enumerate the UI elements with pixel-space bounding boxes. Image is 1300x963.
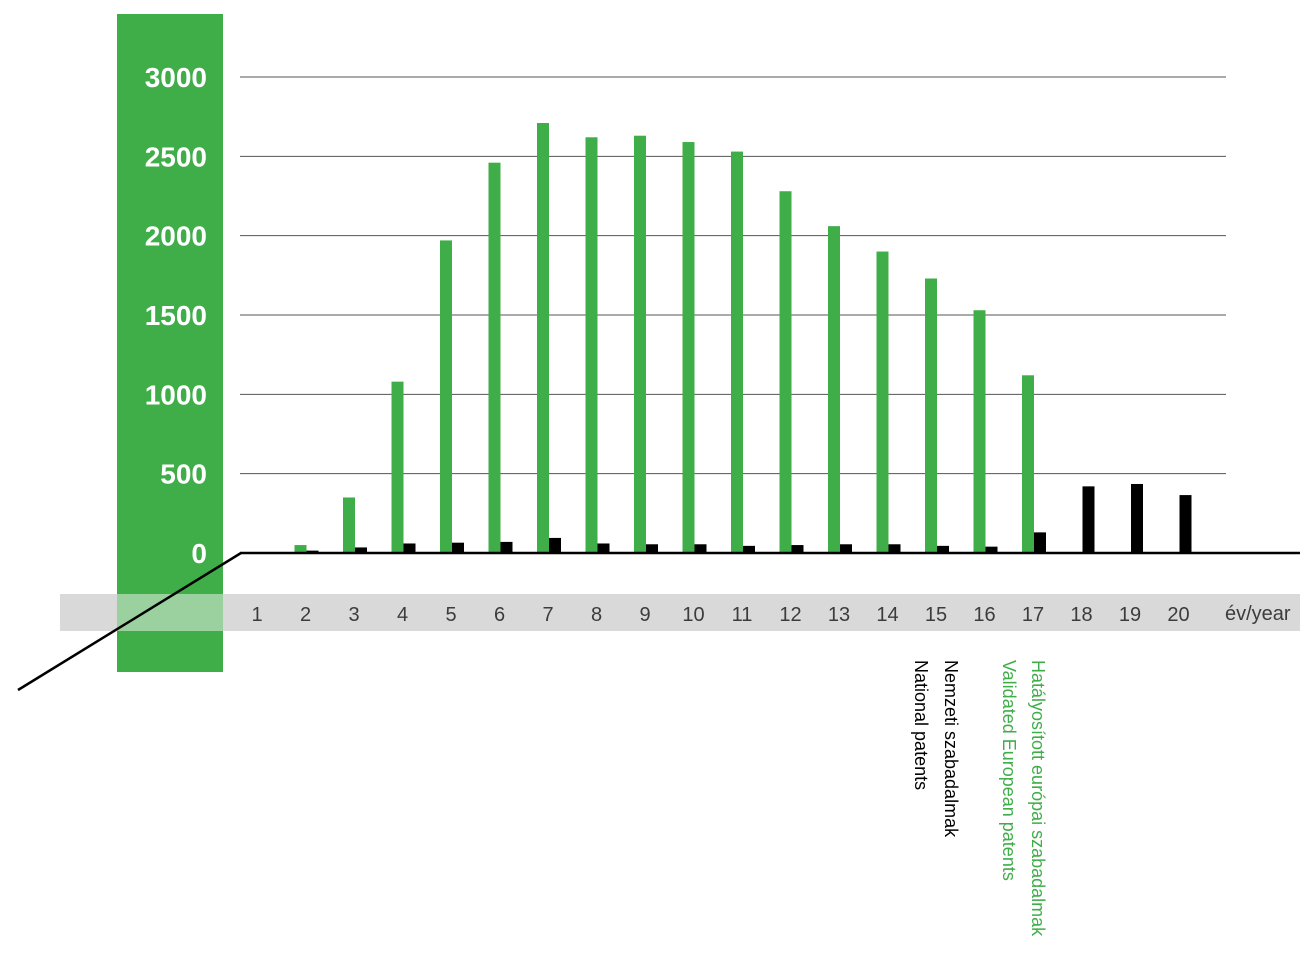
bar-national (500, 541, 513, 553)
x-tick-label: 3 (348, 604, 359, 626)
x-tick-label: 12 (779, 604, 801, 626)
x-axis-band (60, 594, 1300, 631)
bar-national (403, 543, 416, 553)
y-tick-label: 3000 (145, 62, 207, 93)
perspective-axis-line (17, 551, 242, 692)
x-tick-label: 4 (397, 604, 408, 626)
bar-validated-european (779, 191, 792, 554)
bar-validated-european (731, 151, 743, 553)
y-tick-label: 500 (160, 459, 207, 490)
y-tick-label: 1500 (145, 300, 207, 331)
legend-black-hu: Nemzeti szabadalmak (941, 660, 961, 838)
x-tick-labels: 1 2 3 4 5 6 7 8 9 10 11 12 13 14 15 16 17 18 19 20 (251, 604, 1189, 626)
y-axis-column (117, 14, 223, 672)
bar-validated-european (537, 123, 549, 553)
bar-validated-european (828, 226, 840, 553)
bar-national (1179, 495, 1192, 553)
bar-national (1082, 486, 1095, 553)
bar-validated-european (488, 162, 501, 553)
bar-validated-european (1022, 375, 1034, 553)
x-tick-label: 14 (876, 604, 898, 626)
y-tick-labels: 0 500 1000 1500 2000 2500 3000 (145, 62, 207, 569)
y-axis-band-overlap (117, 594, 223, 631)
y-tick-label: 0 (191, 538, 207, 569)
bar-national (840, 544, 852, 553)
x-tick-label: 9 (639, 604, 650, 626)
bar-national (694, 544, 707, 553)
bar-validated-european (634, 135, 646, 553)
bar-validated-european (925, 278, 937, 553)
x-tick-label: 6 (494, 604, 505, 626)
bar-national (888, 544, 901, 553)
bar-validated-european (585, 137, 598, 553)
bar-validated-european (343, 497, 355, 553)
x-axis-label: év/year (1225, 603, 1291, 625)
bar-national (743, 545, 755, 553)
bar-validated-european (391, 381, 404, 553)
bar-national (549, 537, 561, 553)
bar-national (937, 545, 949, 553)
y-tick-label: 2000 (145, 221, 207, 252)
x-tick-label: 5 (445, 604, 456, 626)
bar-national (985, 546, 998, 553)
legend-black-en: National patents (911, 660, 931, 790)
bar-validated-european (294, 545, 307, 553)
x-tick-label: 11 (732, 604, 753, 626)
x-tick-label: 15 (925, 604, 947, 626)
bar-national (355, 547, 367, 553)
legend-green-en: Validated European patents (999, 660, 1019, 881)
bars (294, 123, 1192, 554)
x-tick-label: 1 (251, 604, 262, 626)
x-tick-label: 2 (300, 604, 311, 626)
x-tick-label: 16 (973, 604, 995, 626)
bar-national (646, 544, 658, 553)
y-tick-label: 2500 (145, 141, 207, 172)
y-tick-label: 1000 (145, 379, 207, 410)
bar-national (452, 542, 464, 553)
bar-national (1131, 483, 1143, 553)
x-tick-label: 18 (1070, 604, 1092, 626)
bar-national (1034, 532, 1046, 553)
bar-validated-european (973, 310, 986, 553)
x-tick-label: 8 (591, 604, 602, 626)
x-tick-label: 19 (1119, 604, 1141, 626)
bar-validated-european (440, 240, 452, 553)
bar-validated-european (876, 251, 889, 554)
legend-green-hu: Hatályosított európai szabadalmak (1028, 660, 1048, 937)
x-tick-label: 7 (542, 604, 553, 626)
x-tick-label: 10 (682, 604, 704, 626)
bar-validated-european (682, 142, 695, 553)
bar-national (597, 543, 610, 553)
x-tick-label: 20 (1167, 604, 1189, 626)
x-tick-label: 17 (1022, 604, 1044, 626)
bar-national (791, 545, 804, 553)
x-tick-label: 13 (828, 604, 850, 626)
